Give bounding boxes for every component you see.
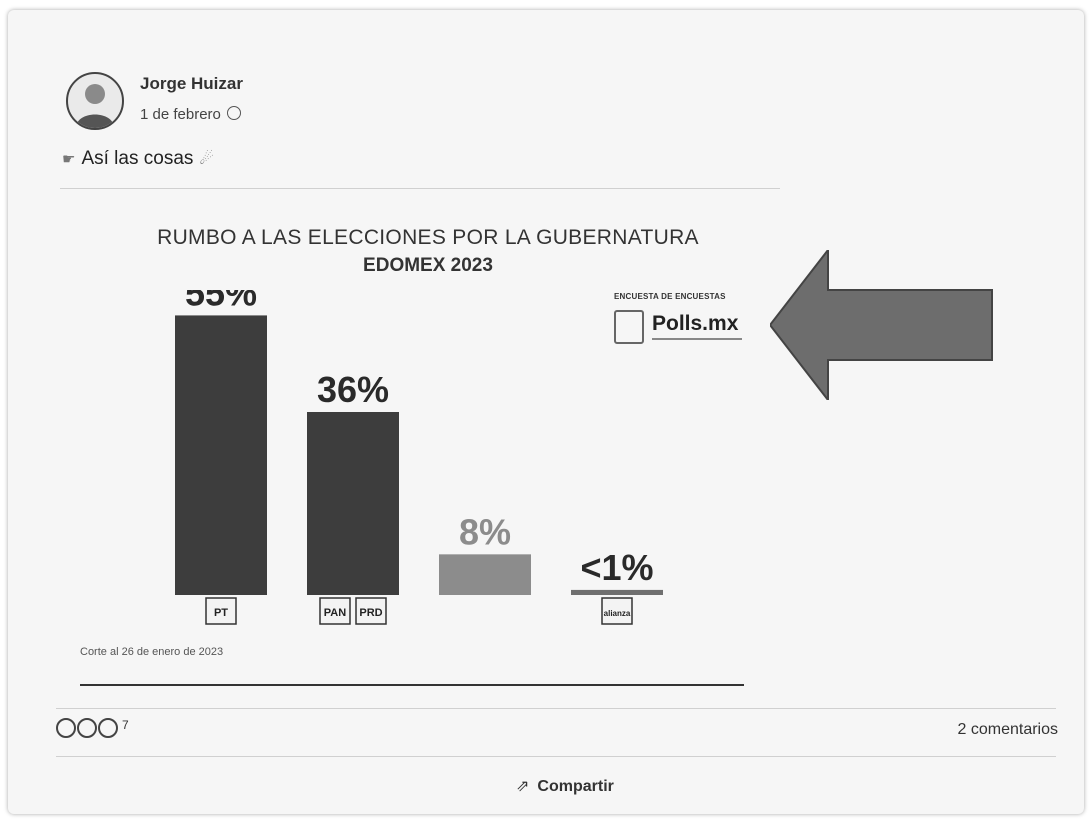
divider (56, 756, 1056, 757)
like-reaction-icon (56, 718, 76, 738)
party-logo-label: alianza (604, 609, 631, 618)
party-logo-icon (601, 597, 633, 625)
globe-icon (226, 106, 241, 120)
avatar[interactable] (66, 72, 124, 130)
chart-bottom-rule (80, 684, 744, 686)
person-icon (76, 84, 114, 128)
bar-value-label: 55% (185, 290, 257, 313)
left-arrow-icon (770, 250, 993, 400)
source-note: Corte al 26 de enero de 2023 (80, 646, 224, 658)
care-reaction-icon (98, 718, 118, 738)
love-reaction-icon (77, 718, 97, 738)
bar-1 (175, 315, 267, 595)
bar-3 (439, 554, 531, 595)
party-logo-icon (205, 597, 237, 625)
brand-name: Polls.mx (652, 312, 739, 335)
party-logo-label: PAN (324, 607, 346, 619)
post-text: ☛ Así las cosas ☄ (62, 148, 214, 170)
share-label: Compartir (537, 778, 614, 795)
bar-4 (571, 589, 663, 595)
bar-value-label: 8% (459, 511, 511, 552)
party-logo-label: PRD (359, 607, 382, 619)
reactions[interactable]: 7 (56, 718, 129, 740)
reaction-count: 7 (122, 718, 129, 732)
post-date-text: 1 de febrero (140, 106, 221, 123)
bar-value-label: <1% (580, 547, 653, 588)
brand-underline (652, 338, 742, 340)
divider (56, 708, 1056, 709)
party-logo-icon (319, 597, 351, 625)
bar-value-label: 36% (317, 369, 389, 410)
comments-link[interactable]: 2 comentarios (957, 721, 1059, 738)
author-name[interactable]: Jorge Huizar (140, 74, 243, 93)
bar-2 (307, 412, 399, 595)
chart-subtitle: EDOMEX 2023 (363, 255, 493, 276)
post-date[interactable]: 1 de febrero (140, 106, 241, 123)
party-logo-icon (355, 597, 387, 625)
divider (60, 188, 780, 189)
post-text-content: Así las cosas (81, 148, 194, 169)
party-logo-label: PT (214, 607, 228, 619)
share-icon: ⇗ (516, 778, 530, 795)
emoji-icon: ☄ (199, 151, 214, 168)
polls-logo-icon (614, 310, 644, 344)
chart-title: RUMBO A LAS ELECCIONES POR LA GUBERNATUR… (157, 226, 699, 249)
share-button[interactable]: ⇗ Compartir (516, 776, 614, 796)
bar-chart: 55% PT 36% PAN PRD 8% <1% alianza (175, 290, 663, 625)
brand-tagline: ENCUESTA DE ENCUESTAS (614, 292, 726, 301)
hand-icon: ☛ (62, 151, 76, 168)
